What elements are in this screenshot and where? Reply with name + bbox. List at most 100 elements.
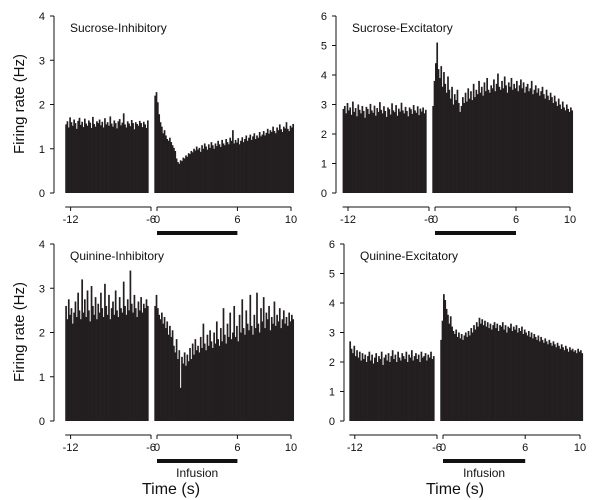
bar (274, 133, 277, 193)
bar (570, 107, 572, 193)
bar (482, 95, 484, 193)
bar (444, 300, 447, 421)
bar (415, 353, 417, 421)
bar (205, 146, 207, 193)
bar (516, 80, 518, 193)
bar (505, 85, 507, 193)
bar (112, 126, 114, 194)
bar (387, 353, 390, 421)
bar (144, 308, 146, 421)
bar (170, 142, 173, 193)
bar (199, 151, 202, 193)
bar (398, 357, 401, 421)
bar (567, 351, 570, 421)
bar (486, 322, 489, 421)
bar (383, 106, 385, 193)
bar (530, 80, 533, 193)
bar (475, 322, 478, 421)
bar (274, 325, 277, 421)
bar (178, 163, 181, 193)
bar (269, 330, 272, 421)
bar (430, 351, 432, 421)
bar (440, 66, 443, 193)
bar (265, 132, 268, 193)
bar (389, 114, 392, 193)
bar (420, 351, 423, 421)
bar (451, 326, 453, 421)
bar (499, 89, 502, 193)
bar (66, 319, 69, 421)
bar (385, 116, 388, 193)
bar (357, 357, 360, 421)
ylabel-top: Firing rate (Hz) (11, 54, 28, 154)
bar (378, 356, 380, 421)
y-tick-label: 2 (39, 100, 45, 112)
xlabel-left: Time (s) (142, 481, 200, 498)
bar (483, 82, 486, 194)
bar (237, 341, 240, 421)
bar (268, 305, 270, 421)
bar (511, 331, 514, 421)
bar (141, 312, 144, 421)
bar (154, 95, 157, 193)
bar (478, 80, 480, 193)
bar (81, 279, 84, 421)
bar (236, 325, 238, 421)
bar (480, 86, 483, 193)
bar (565, 104, 568, 193)
bar (98, 119, 101, 193)
bar (219, 328, 222, 421)
bar (189, 154, 191, 193)
bar (125, 127, 128, 193)
bar (96, 121, 98, 193)
bar (73, 312, 75, 421)
bar (488, 328, 490, 421)
bar (573, 351, 575, 421)
bar (478, 317, 481, 421)
x-tick-label: -6 (432, 442, 442, 454)
bar (289, 125, 292, 193)
bar (404, 106, 407, 193)
y-tick-label: 1 (39, 144, 45, 156)
bar (273, 301, 276, 421)
bar (501, 322, 504, 421)
bar (116, 310, 118, 422)
bar (455, 100, 457, 193)
bar (456, 89, 459, 193)
bar (113, 314, 116, 421)
infusion-bar (157, 231, 238, 235)
bar (486, 77, 488, 193)
bar (238, 314, 241, 421)
bar (120, 125, 122, 193)
bar (253, 133, 256, 193)
bar (474, 329, 477, 421)
bar (98, 312, 101, 421)
bar (389, 362, 391, 421)
bar (278, 124, 281, 193)
bar (94, 126, 97, 194)
bar (241, 137, 244, 193)
bar (402, 356, 405, 421)
bar (137, 301, 140, 421)
bar (401, 353, 404, 421)
bar (126, 121, 129, 193)
bar (173, 147, 175, 193)
bar (377, 111, 380, 194)
bar (190, 150, 193, 193)
bar (104, 118, 106, 193)
bar (352, 101, 354, 193)
bar (345, 113, 347, 193)
bar (246, 323, 249, 421)
bar (186, 354, 189, 422)
bar (167, 334, 170, 421)
bar (133, 294, 136, 421)
x-tick-label: 10 (285, 214, 297, 226)
bar (458, 332, 460, 421)
bar (122, 281, 125, 421)
bar (191, 152, 194, 193)
bar (92, 116, 94, 193)
bar (463, 103, 466, 193)
